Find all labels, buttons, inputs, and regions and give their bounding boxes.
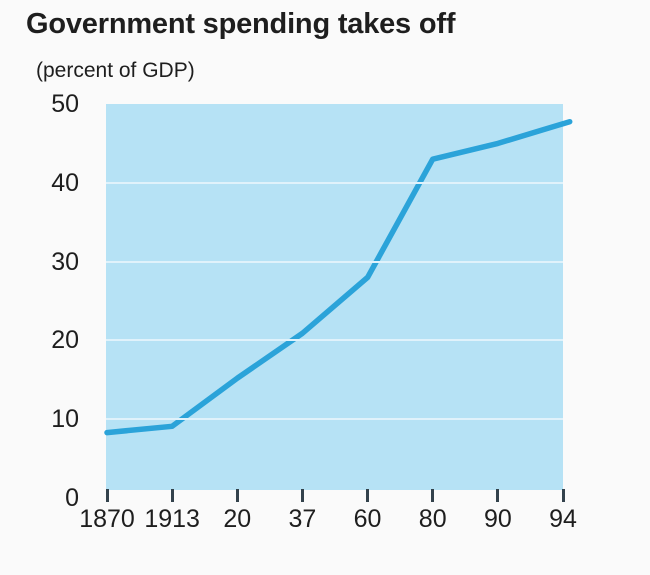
gridline: [106, 260, 563, 263]
x-axis-tick: [496, 489, 500, 502]
spending-line-chart: [104, 118, 573, 436]
spending-line-series: [104, 118, 573, 436]
x-axis-label: 37: [288, 505, 317, 533]
gridline: [106, 418, 563, 421]
y-axis-label: 30: [51, 247, 79, 276]
x-axis-tick: [431, 489, 435, 502]
x-axis-label: 20: [223, 505, 252, 533]
x-axis-tick: [235, 489, 239, 502]
x-axis-tick: [105, 489, 109, 502]
chart-subtitle: (percent of GDP): [36, 59, 195, 82]
x-axis-label: 90: [483, 505, 512, 533]
x-axis-label: 1913: [144, 505, 200, 533]
y-axis-label: 20: [51, 326, 79, 355]
gridline: [106, 339, 563, 342]
y-axis-label: 10: [51, 405, 79, 434]
x-axis-tick: [366, 489, 370, 502]
x-axis-label: 1870: [79, 505, 135, 533]
chart-title: Government spending takes off: [26, 8, 456, 40]
x-axis-label: 94: [549, 505, 577, 533]
y-axis-label: 40: [51, 168, 79, 197]
x-axis-tick: [170, 489, 174, 502]
x-axis-tick: [300, 489, 304, 502]
x-axis-label: 80: [418, 505, 447, 533]
y-axis-label: 0: [65, 484, 79, 512]
gridline: [106, 181, 563, 184]
x-axis-label: 60: [353, 505, 382, 533]
plot-area: [104, 104, 573, 490]
x-axis-tick: [561, 489, 565, 502]
y-axis-label: 50: [51, 90, 79, 118]
